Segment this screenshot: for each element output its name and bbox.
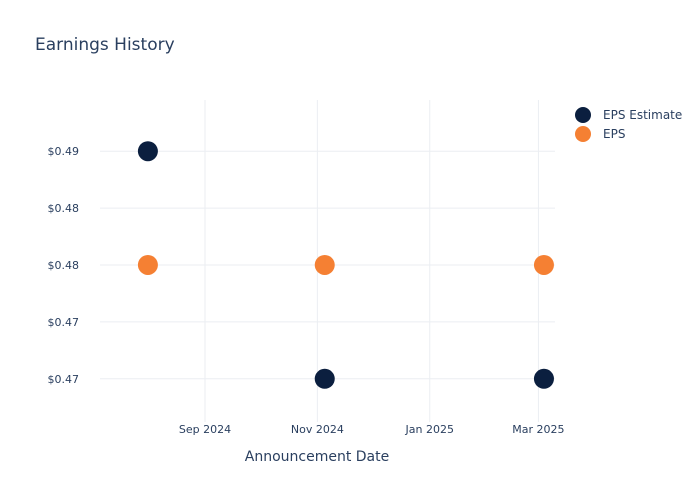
y-tick-label: $0.48: [48, 259, 80, 272]
y-tick-label: $0.47: [48, 373, 80, 386]
legend-label: EPS: [603, 127, 625, 141]
x-tick-labels: Sep 2024 Nov 2024 Jan 2025 Mar 2025: [179, 423, 565, 436]
y-tick-label: $0.49: [48, 145, 80, 158]
data-point-eps-estimate[interactable]: [137, 141, 158, 162]
y-tick-labels: $0.49 $0.48 $0.48 $0.47 $0.47: [48, 145, 80, 386]
x-tick-label: Jan 2025: [405, 423, 454, 436]
legend-marker: [575, 107, 591, 123]
data-point-eps[interactable]: [533, 254, 554, 275]
legend-item[interactable]: EPS Estimate: [575, 107, 682, 123]
legend-item[interactable]: EPS: [575, 126, 625, 142]
x-tick-label: Mar 2025: [512, 423, 564, 436]
legend-marker: [575, 126, 591, 142]
data-point-eps-estimate[interactable]: [314, 368, 335, 389]
data-point-eps-estimate[interactable]: [533, 368, 554, 389]
y-tick-label: $0.48: [48, 202, 80, 215]
x-tick-label: Nov 2024: [291, 423, 344, 436]
data-point-eps[interactable]: [137, 254, 158, 275]
x-tick-label: Sep 2024: [179, 423, 231, 436]
x-axis-title: Announcement Date: [245, 449, 389, 465]
y-tick-label: $0.47: [48, 316, 80, 329]
legend-label: EPS Estimate: [603, 108, 682, 122]
legend[interactable]: EPS Estimate EPS: [575, 107, 682, 142]
chart-title: Earnings History: [35, 35, 175, 55]
data-point-eps[interactable]: [314, 254, 335, 275]
data-points: [137, 141, 554, 389]
x-gridlines: [204, 100, 539, 422]
